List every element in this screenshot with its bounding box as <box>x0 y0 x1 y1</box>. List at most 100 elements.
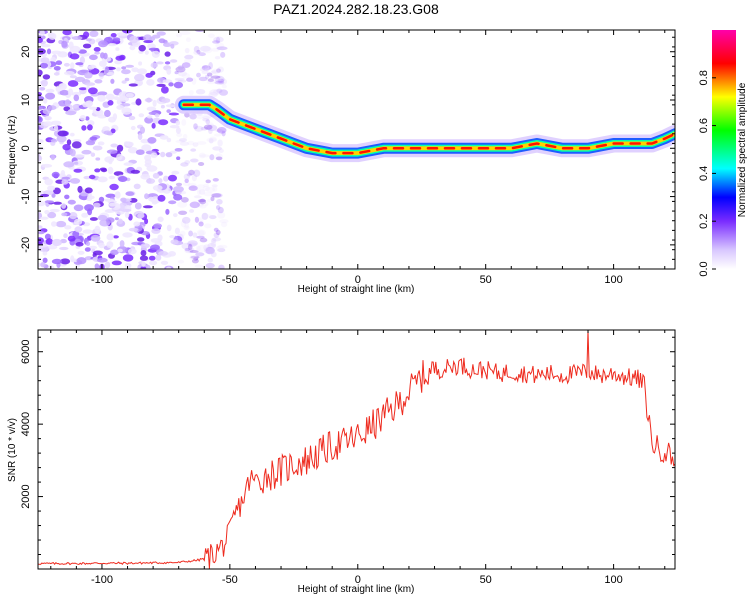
noise-blob <box>94 51 100 55</box>
noise-blob <box>117 248 123 253</box>
noise-blob <box>198 162 205 166</box>
noise-blob <box>109 202 117 207</box>
noise-blob <box>125 93 134 98</box>
noise-blob <box>104 156 115 163</box>
noise-blob <box>152 172 160 179</box>
spectrogram-noise <box>38 30 229 269</box>
noise-blob <box>205 246 215 255</box>
noise-blob <box>106 72 115 76</box>
noise-blob <box>137 237 145 242</box>
noise-blob <box>219 219 229 224</box>
noise-blob <box>175 66 186 73</box>
noise-blob <box>175 139 186 143</box>
noise-blob <box>78 49 87 54</box>
noise-blob <box>211 238 217 244</box>
noise-blob <box>191 258 199 264</box>
y-tick-label: 6000 <box>20 339 32 363</box>
snr-series-line <box>38 330 675 569</box>
noise-blob <box>109 183 119 191</box>
noise-blob <box>196 141 207 145</box>
noise-blob <box>218 148 224 153</box>
noise-blob <box>140 266 147 269</box>
noise-blob <box>57 130 69 137</box>
noise-blob <box>131 67 139 73</box>
noise-blob <box>168 174 177 182</box>
y-tick-label: 0 <box>20 145 32 151</box>
noise-blob <box>197 199 206 203</box>
noise-blob <box>181 242 192 250</box>
noise-blob <box>55 85 61 92</box>
noise-blob <box>90 152 96 157</box>
noise-blob <box>158 251 169 256</box>
noise-blob <box>55 220 67 228</box>
noise-blob <box>65 110 77 116</box>
noise-blob <box>49 208 60 213</box>
noise-blob <box>203 246 214 254</box>
x-tick-label: -100 <box>91 574 113 586</box>
noise-blob <box>215 156 223 161</box>
noise-blob <box>204 65 210 73</box>
noise-blob <box>134 202 142 210</box>
noise-blob <box>87 124 93 131</box>
noise-blob <box>44 233 51 240</box>
noise-blob <box>42 108 51 115</box>
noise-blob <box>145 178 156 184</box>
noise-blob <box>196 188 201 196</box>
noise-blob <box>93 202 101 208</box>
noise-blob <box>114 59 122 65</box>
noise-blob <box>63 62 70 67</box>
noise-blob <box>110 78 115 84</box>
noise-blob <box>97 176 108 183</box>
noise-blob <box>213 36 224 43</box>
noise-blob <box>215 153 223 161</box>
spectrogram-frame <box>37 29 676 270</box>
noise-blob <box>149 260 158 266</box>
noise-blob <box>220 51 226 58</box>
noise-blob <box>217 211 226 219</box>
noise-blob <box>59 246 69 251</box>
noise-blob <box>203 124 213 130</box>
noise-blob <box>210 75 221 79</box>
noise-blob <box>121 107 132 115</box>
noise-blob <box>198 189 206 195</box>
noise-blob <box>42 250 48 256</box>
noise-blob <box>40 44 51 48</box>
noise-blob <box>64 99 71 107</box>
noise-blob <box>144 98 153 103</box>
noise-blob <box>195 114 205 120</box>
noise-blob <box>89 54 98 61</box>
noise-blob <box>187 246 194 253</box>
noise-blob <box>166 109 171 113</box>
noise-blob <box>207 72 213 77</box>
noise-blob <box>88 87 98 95</box>
noise-blob <box>176 132 183 137</box>
noise-blob <box>220 221 228 228</box>
noise-blob <box>68 41 74 49</box>
noise-blob <box>158 178 163 184</box>
noise-blob <box>85 38 92 42</box>
noise-blob <box>157 194 166 202</box>
noise-blob <box>194 264 204 268</box>
noise-blob <box>38 106 44 110</box>
noise-blob <box>214 133 222 137</box>
noise-blob <box>99 60 107 67</box>
noise-blob <box>170 239 179 245</box>
noise-blob <box>211 70 218 74</box>
noise-blob <box>157 234 163 241</box>
noise-blob <box>138 113 145 118</box>
noise-blob <box>104 109 111 118</box>
noise-blob <box>72 104 79 109</box>
noise-blob <box>170 43 175 49</box>
noise-blob <box>206 124 218 131</box>
noise-blob <box>198 204 207 209</box>
noise-blob <box>83 175 91 180</box>
noise-blob <box>211 184 218 188</box>
noise-blob <box>66 139 72 146</box>
noise-blob <box>116 32 128 37</box>
noise-blob <box>110 33 117 38</box>
noise-blob <box>147 137 157 144</box>
noise-blob <box>48 32 57 40</box>
noise-blob <box>87 120 95 126</box>
noise-blob <box>169 59 178 63</box>
noise-blob <box>42 257 48 263</box>
